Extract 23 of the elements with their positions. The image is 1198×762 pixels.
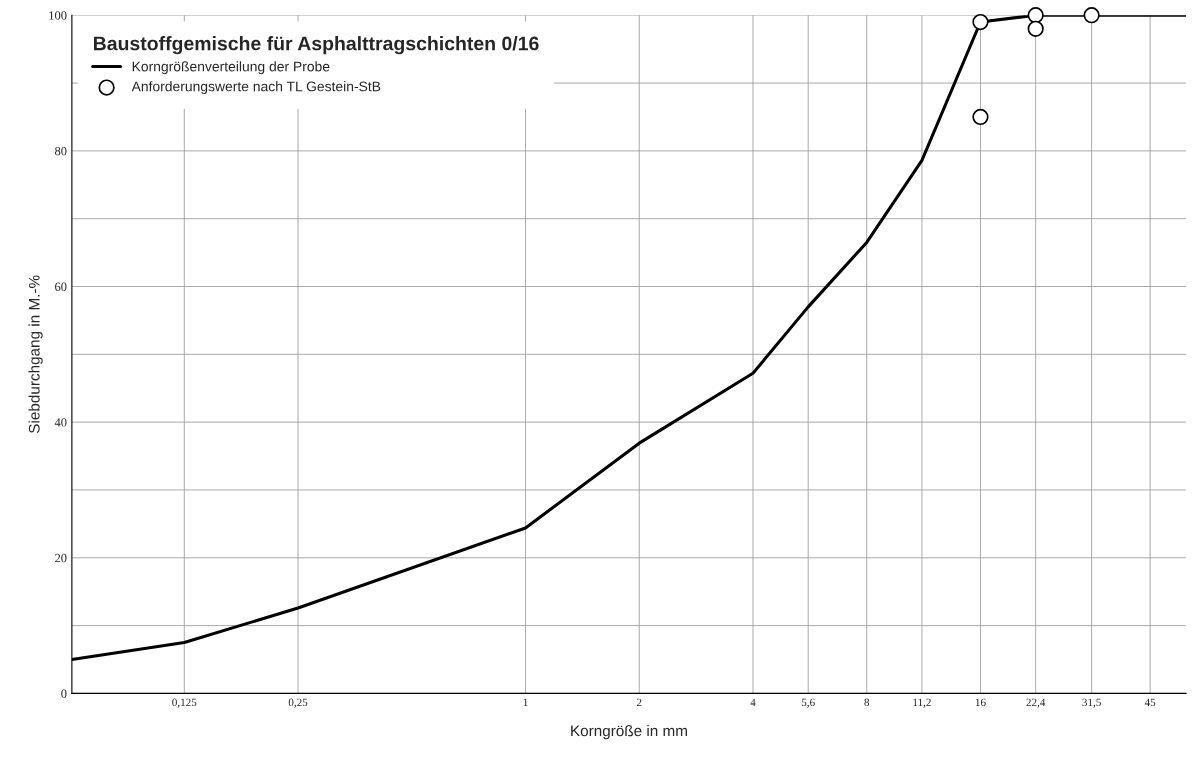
legend-label: Anforderungswerte nach TL Gestein-StB: [131, 81, 381, 95]
x-tick-label: 5,6: [801, 698, 815, 708]
y-tick-label: 40: [54, 418, 67, 427]
y-axis-title: Siebdurchgang in M.-%: [28, 275, 43, 434]
x-tick-label: 4: [750, 698, 756, 706]
x-tick-label: 8: [864, 698, 870, 707]
y-tick-label: 60: [55, 282, 67, 291]
x-tick-label: 16: [975, 698, 986, 707]
x-tick-label: 22,4: [1026, 698, 1046, 708]
text: Baustoffgemische für Asphalttragschichten 0/16: [94, 36, 539, 55]
y-tick-label: 80: [55, 146, 67, 156]
x-tick-label: 1: [523, 698, 528, 706]
x-axis-title: Korngröße in mm: [571, 725, 687, 740]
x-tick-label: 11,2: [913, 698, 931, 708]
legend-label: Korngrößenverteilung der Probe: [132, 61, 330, 75]
y-tick-label: 20: [55, 553, 67, 563]
x-tick-label: 0,25: [288, 698, 308, 708]
y-tick-label: 100: [49, 11, 67, 20]
x-tick-label: 45: [1144, 698, 1156, 707]
x-tick-label: 2: [636, 698, 642, 706]
x-tick-label: 31,5: [1082, 698, 1101, 708]
y-tick-label: 0: [61, 689, 67, 698]
x-tick-label: 0,125: [172, 698, 197, 708]
